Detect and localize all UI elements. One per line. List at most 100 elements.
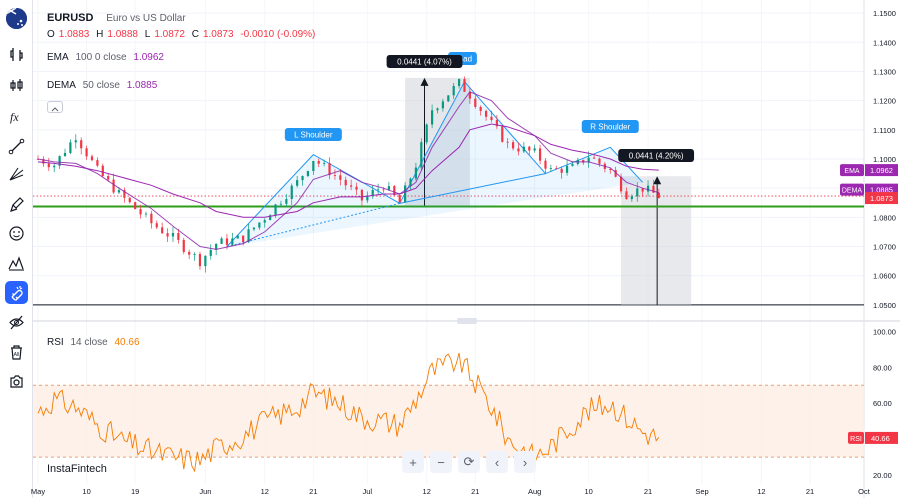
measure-box-head <box>405 77 470 207</box>
price-tick-label: 1.1100 <box>873 126 895 135</box>
candle-body <box>625 191 628 200</box>
time-tick-label: Jul <box>363 487 373 496</box>
pattern-neckline <box>399 173 546 204</box>
right-shoulder-label-bg <box>581 120 639 133</box>
candle-body <box>204 255 207 267</box>
candle-body <box>242 235 245 243</box>
last-price-tag-bg <box>865 192 898 205</box>
scroll-left-button[interactable]: ‹ <box>486 451 508 473</box>
dema-value: 1.0885 <box>126 80 158 91</box>
zoom-out-button[interactable]: − <box>430 451 452 473</box>
candle-body <box>560 168 563 173</box>
candle-body <box>85 148 88 157</box>
rsi-legend[interactable]: RSI 14 close 40.66 <box>47 337 144 348</box>
candle-body <box>538 148 542 161</box>
rsi-value-tag: 40.66 <box>871 434 890 443</box>
candle-body <box>290 185 293 200</box>
candle-body <box>209 249 212 256</box>
candle-body <box>587 157 590 163</box>
candle-body <box>198 254 202 267</box>
camera-icon[interactable] <box>5 370 28 393</box>
candle-body <box>296 180 299 186</box>
dema-legend[interactable]: DEMA 50 close 1.0885 <box>47 80 161 91</box>
reset-chart-button[interactable]: ⟳ <box>458 451 480 473</box>
candle-body <box>409 178 412 186</box>
dema-price-tag-title: DEMA <box>842 188 863 195</box>
candle-body <box>457 79 461 86</box>
flag-icon[interactable] <box>6 8 27 29</box>
scroll-right-button[interactable]: › <box>514 451 536 473</box>
time-tick-label: 21 <box>806 487 814 496</box>
candle-body <box>107 176 110 180</box>
symbol-ticker[interactable]: EURUSD <box>47 12 94 24</box>
time-tick-label: 12 <box>261 487 269 496</box>
collapse-legend-button[interactable] <box>47 101 63 113</box>
candle-body <box>193 254 196 255</box>
navigation-bar: + − ⟳ ‹ › <box>402 451 536 473</box>
candle-body <box>646 185 650 192</box>
trash-icon[interactable]: All <box>5 341 28 364</box>
time-tick-label: Oct <box>858 487 871 496</box>
open-value: 1.0883 <box>58 29 90 40</box>
function-icon[interactable]: fx <box>5 105 28 128</box>
trend-line-icon[interactable] <box>5 135 28 158</box>
rsi-params: 14 close <box>70 337 108 348</box>
candle-body <box>619 176 623 192</box>
svg-text:All: All <box>14 352 20 358</box>
candle-body <box>155 223 158 228</box>
ema-legend[interactable]: EMA 100 0 close 1.0962 <box>47 52 168 63</box>
candle-body <box>312 161 315 172</box>
change-value: -0.0010 (-0.09%) <box>240 29 316 40</box>
time-tick-label: 21 <box>309 487 317 496</box>
magnet-icon[interactable] <box>5 281 28 304</box>
candle-body <box>350 185 353 187</box>
candle-body <box>317 161 320 164</box>
candle-body <box>279 203 283 205</box>
low-label: L <box>144 29 151 40</box>
candle-body <box>42 159 45 164</box>
eye-hide-icon[interactable] <box>5 311 28 334</box>
time-tick-label: 21 <box>644 487 652 496</box>
dema-params: 50 close <box>82 80 120 91</box>
candle-body <box>161 227 164 234</box>
candle-body <box>96 160 99 166</box>
candle-body <box>479 106 482 111</box>
candle-body <box>128 197 131 203</box>
candle-body <box>215 243 218 250</box>
price-tick-label: 1.0700 <box>873 243 896 252</box>
brush-icon[interactable] <box>5 193 28 216</box>
candle-body <box>285 199 288 204</box>
measure-pattern-icon[interactable] <box>5 252 28 275</box>
candle-body <box>382 189 385 191</box>
low-value: 1.0872 <box>154 29 185 40</box>
right-shoulder-label: R Shoulder <box>590 123 630 132</box>
chart-type-icon[interactable] <box>5 43 28 66</box>
price-tick-label: 1.1000 <box>873 155 896 164</box>
emoji-icon[interactable] <box>5 222 28 245</box>
candle-body <box>447 95 450 102</box>
candle-body <box>182 239 185 252</box>
candle-body <box>528 146 531 151</box>
candle-body <box>323 163 326 164</box>
candle-body <box>571 164 574 166</box>
candle-body <box>474 98 477 107</box>
left-shoulder-label-bg <box>284 128 342 141</box>
rsi-tag-title-bg <box>848 431 864 444</box>
candles-icon[interactable] <box>5 74 28 97</box>
candle-body <box>269 215 272 221</box>
candle-body <box>58 155 61 166</box>
rsi-value: 40.66 <box>114 337 140 348</box>
candle-body <box>652 185 655 193</box>
measure-label-target: 0.0441 (4.20%) <box>629 152 684 161</box>
candle-body <box>236 235 239 239</box>
candle-body <box>501 126 504 142</box>
candle-body <box>333 175 337 176</box>
candle-body <box>404 185 407 203</box>
zoom-in-button[interactable]: + <box>402 451 424 473</box>
head-label: Head <box>453 55 472 64</box>
candle-body <box>220 238 223 244</box>
candle-body <box>614 169 617 177</box>
candle-body <box>522 146 525 152</box>
gann-fib-icon[interactable] <box>5 163 28 186</box>
